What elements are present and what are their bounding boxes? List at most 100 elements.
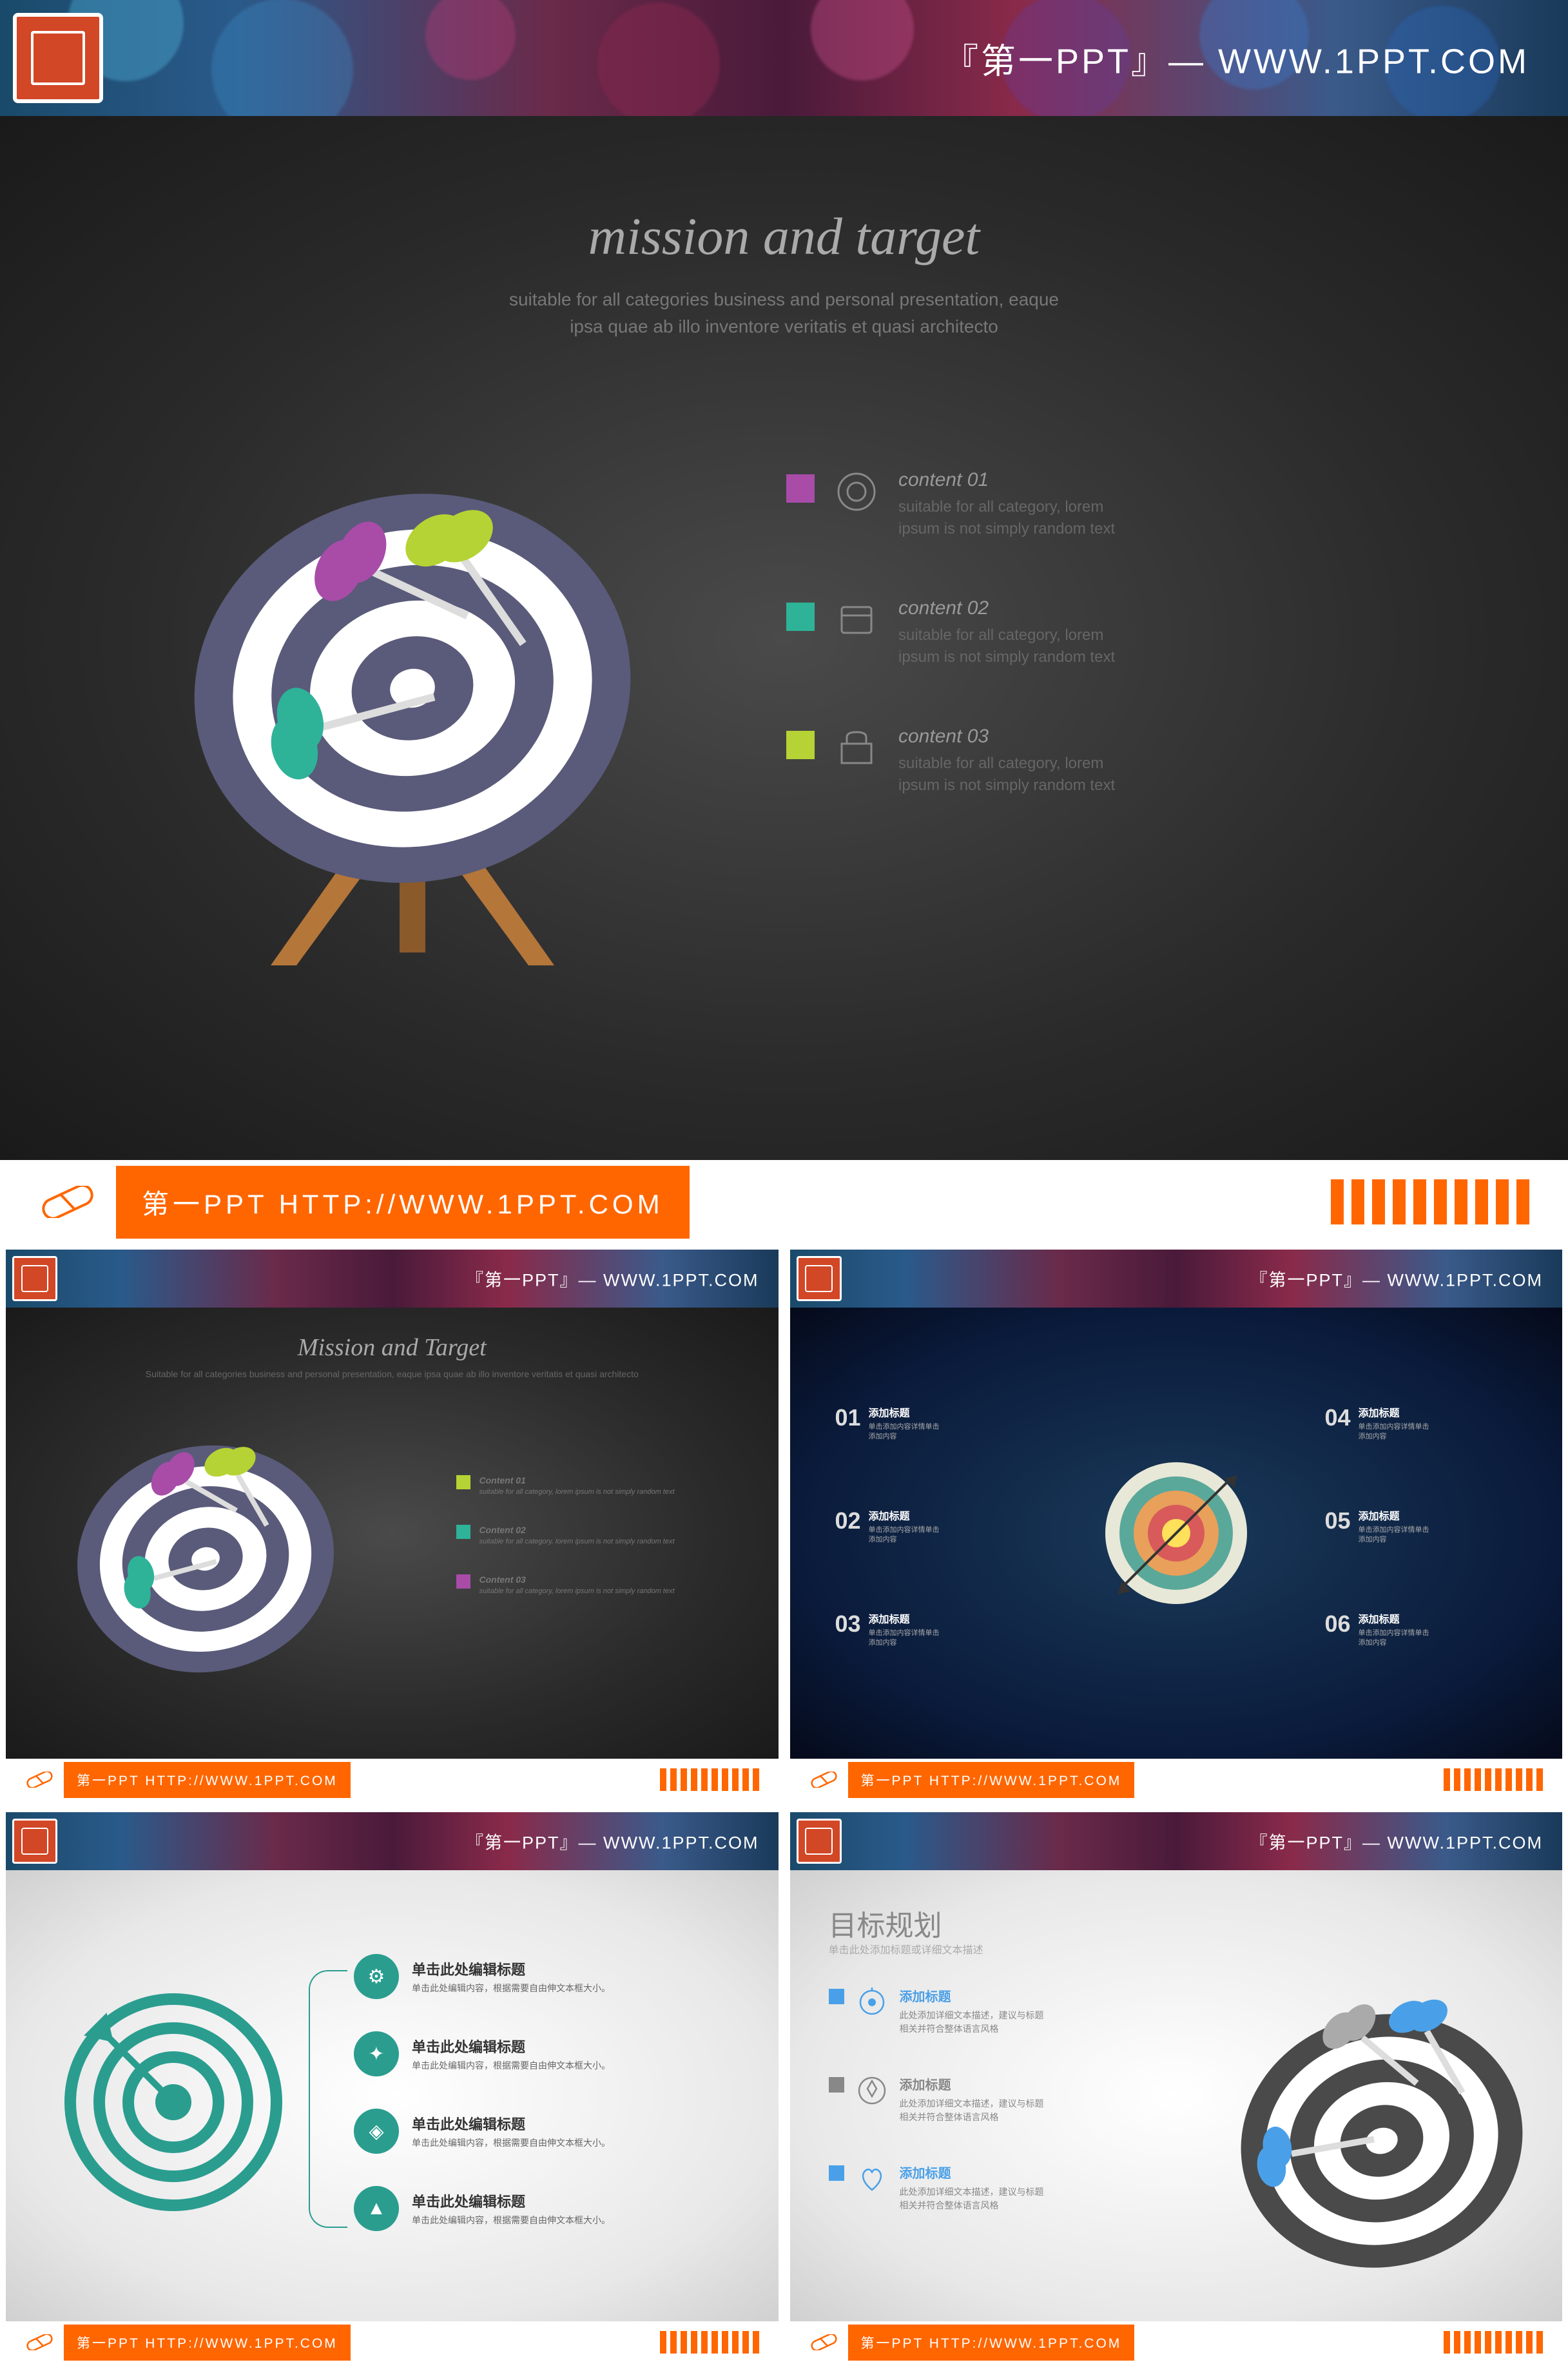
content-desc: suitable for all category, loremipsum is… (898, 624, 1491, 668)
bracket-line (309, 1970, 347, 2228)
content-item: Content 01suitable for all category, lor… (456, 1475, 727, 1496)
powerpoint-icon (12, 1819, 57, 1864)
color-square (786, 731, 815, 759)
list-item: ⚙ 单击此处编辑标题 单击此处编辑内容，根据需要自由伸文本框大小。 (354, 1954, 715, 1999)
slide-title: Mission and Target (6, 1333, 779, 1362)
slide-subtitle: suitable for all categories business and… (77, 286, 1491, 340)
list-item: ✦ 单击此处编辑标题 单击此处编辑内容，根据需要自由伸文本框大小。 (354, 2031, 715, 2076)
item-title: 添加标题 (1359, 1507, 1505, 1523)
item-desc: 单击此处编辑内容，根据需要自由伸文本框大小。 (412, 2214, 715, 2227)
footer-stripes (660, 1768, 759, 1791)
item-desc: 单击此处编辑内容，根据需要自由伸文本框大小。 (412, 2059, 715, 2072)
header-brand-text: 『第一PPT』— WWW.1PPT.COM (466, 1266, 759, 1291)
item-icon: ▲ (354, 2186, 399, 2231)
color-square (829, 2077, 844, 2093)
item-desc: 单击此处编辑内容，根据需要自由伸文本框大小。 (412, 1982, 715, 1995)
numbered-item: 01 添加标题 单击添加内容详情单击添加内容 (835, 1404, 1016, 1442)
numbered-item: 06 添加标题 单击添加内容详情单击添加内容 (1325, 1610, 1505, 1649)
content-icon (834, 597, 879, 643)
thumb-cell-3: 『第一PPT』— WWW.1PPT.COM ⚙ 单击此处编辑标题 (6, 1812, 779, 2363)
list-item: ▲ 单击此处编辑标题 单击此处编辑内容，根据需要自由伸文本框大小。 (354, 2186, 715, 2231)
item-number: 05 (1325, 1507, 1351, 1534)
pill-icon (809, 1772, 838, 1788)
color-square (829, 1989, 844, 2004)
footer-bar: 第一PPT HTTP://WWW.1PPT.COM (0, 1160, 1568, 1244)
item-title: 添加标题 (900, 2074, 1151, 2093)
target-graphic (1099, 1456, 1253, 1610)
numbered-item: 03 添加标题 单击添加内容详情单击添加内容 (835, 1610, 1016, 1649)
thumb-cell-2: 『第一PPT』— WWW.1PPT.COM 01 添加标题 单击添加内容详情单击… (790, 1250, 1563, 1801)
item-title: 单击此处编辑标题 (412, 2036, 715, 2056)
footer-stripes (660, 2331, 759, 2354)
item-desc: 此处添加详细文本描述，建议与标题相关并符合整体语言风格 (900, 2097, 1151, 2124)
slide-subtitle: 单击此处添加标题或详细文本描述 (829, 1941, 983, 1957)
pill-icon (39, 1186, 97, 1218)
thumb-cell-4: 『第一PPT』— WWW.1PPT.COM 目标规划 单击此处添加标题或详细文本… (790, 1812, 1563, 2363)
pill-icon (25, 1772, 54, 1788)
item-title: 单击此处编辑标题 (412, 2190, 715, 2211)
content-item: content 01 suitable for all category, lo… (786, 469, 1491, 539)
item-title: 单击此处编辑标题 (412, 2113, 715, 2134)
item-title: 添加标题 (1359, 1404, 1505, 1420)
footer-stripes (1444, 1768, 1543, 1791)
header-brand-text: 『第一PPT』— WWW.1PPT.COM (466, 1829, 759, 1854)
item-icon (856, 2074, 888, 2107)
color-square (829, 2165, 844, 2181)
header-brand-text: 『第一PPT』— WWW.1PPT.COM (1250, 1266, 1543, 1291)
numbered-item: 02 添加标题 单击添加内容详情单击添加内容 (835, 1507, 1016, 1545)
content-icon (834, 726, 879, 771)
footer-stripes (1331, 1179, 1529, 1224)
slide-title: mission and target (77, 206, 1491, 267)
content-list: content 01 suitable for all category, lo… (786, 418, 1491, 998)
item-desc: 单击此处编辑内容，根据需要自由伸文本框大小。 (412, 2136, 715, 2149)
item-desc: 单击添加内容详情单击添加内容 (869, 1422, 1016, 1442)
content-desc: suitable for all category, loremipsum is… (898, 496, 1491, 539)
thumb-header: 『第一PPT』— WWW.1PPT.COM (6, 1250, 779, 1308)
content-title: content 02 (898, 597, 1491, 619)
content-desc: suitable for all category, loremipsum is… (898, 753, 1491, 796)
item-number: 01 (835, 1404, 861, 1431)
thumb-header: 『第一PPT』— WWW.1PPT.COM (790, 1812, 1563, 1870)
item-number: 03 (835, 1610, 861, 1638)
item-title: 添加标题 (1359, 1610, 1505, 1626)
footer-text: 第一PPT HTTP://WWW.1PPT.COM (116, 1166, 690, 1239)
list-item: 添加标题 此处添加详细文本描述，建议与标题相关并符合整体语言风格 (829, 1986, 1151, 2036)
thumb-footer: 第一PPT HTTP://WWW.1PPT.COM (6, 2321, 779, 2363)
item-desc: 单击添加内容详情单击添加内容 (1359, 1629, 1505, 1649)
dartboard-graphic (1201, 1973, 1536, 2283)
item-icon: ◈ (354, 2109, 399, 2154)
slide-title: 目标规划 (829, 1902, 942, 1944)
footer-stripes (1444, 2331, 1543, 2354)
pill-icon (25, 2334, 54, 2350)
powerpoint-icon (13, 13, 103, 103)
content-list: Content 01suitable for all category, lor… (456, 1475, 727, 1624)
thumb-footer: 第一PPT HTTP://WWW.1PPT.COM (790, 1759, 1563, 1801)
item-icon: ✦ (354, 2031, 399, 2076)
thumb-footer: 第一PPT HTTP://WWW.1PPT.COM (6, 1759, 779, 1801)
thumb-slide-4: 目标规划 单击此处添加标题或详细文本描述 添加标题 此处添加详细文本描述，建议与… (790, 1870, 1563, 2321)
color-square (456, 1574, 470, 1589)
main-slide: mission and target suitable for all cate… (0, 116, 1568, 1160)
dartboard-graphic (44, 1411, 367, 1701)
numbered-item: 05 添加标题 单击添加内容详情单击添加内容 (1325, 1507, 1505, 1545)
item-title: 添加标题 (869, 1404, 1016, 1420)
item-title: 添加标题 (900, 1986, 1151, 2005)
item-title: 单击此处编辑标题 (412, 1958, 715, 1979)
powerpoint-icon (12, 1256, 57, 1301)
content-item: Content 02suitable for all category, lor… (456, 1525, 727, 1545)
item-desc: 单击添加内容详情单击添加内容 (869, 1525, 1016, 1545)
content-list: ⚙ 单击此处编辑标题 单击此处编辑内容，根据需要自由伸文本框大小。 ✦ 单击此处… (354, 1954, 715, 2263)
header-brand-text: 『第一PPT』— WWW.1PPT.COM (1250, 1829, 1543, 1854)
item-number: 02 (835, 1507, 861, 1534)
color-square (786, 474, 815, 503)
list-item: 添加标题 此处添加详细文本描述，建议与标题相关并符合整体语言风格 (829, 2163, 1151, 2212)
content-text: Content 03suitable for all category, lor… (479, 1574, 675, 1595)
content-icon (834, 469, 879, 514)
color-square (456, 1475, 470, 1489)
powerpoint-icon (797, 1819, 842, 1864)
item-desc: 此处添加详细文本描述，建议与标题相关并符合整体语言风格 (900, 2185, 1151, 2212)
thumb-footer: 第一PPT HTTP://WWW.1PPT.COM (790, 2321, 1563, 2363)
content-item: Content 03suitable for all category, lor… (456, 1574, 727, 1595)
footer-text: 第一PPT HTTP://WWW.1PPT.COM (848, 2325, 1135, 2361)
item-desc: 单击添加内容详情单击添加内容 (1359, 1422, 1505, 1442)
